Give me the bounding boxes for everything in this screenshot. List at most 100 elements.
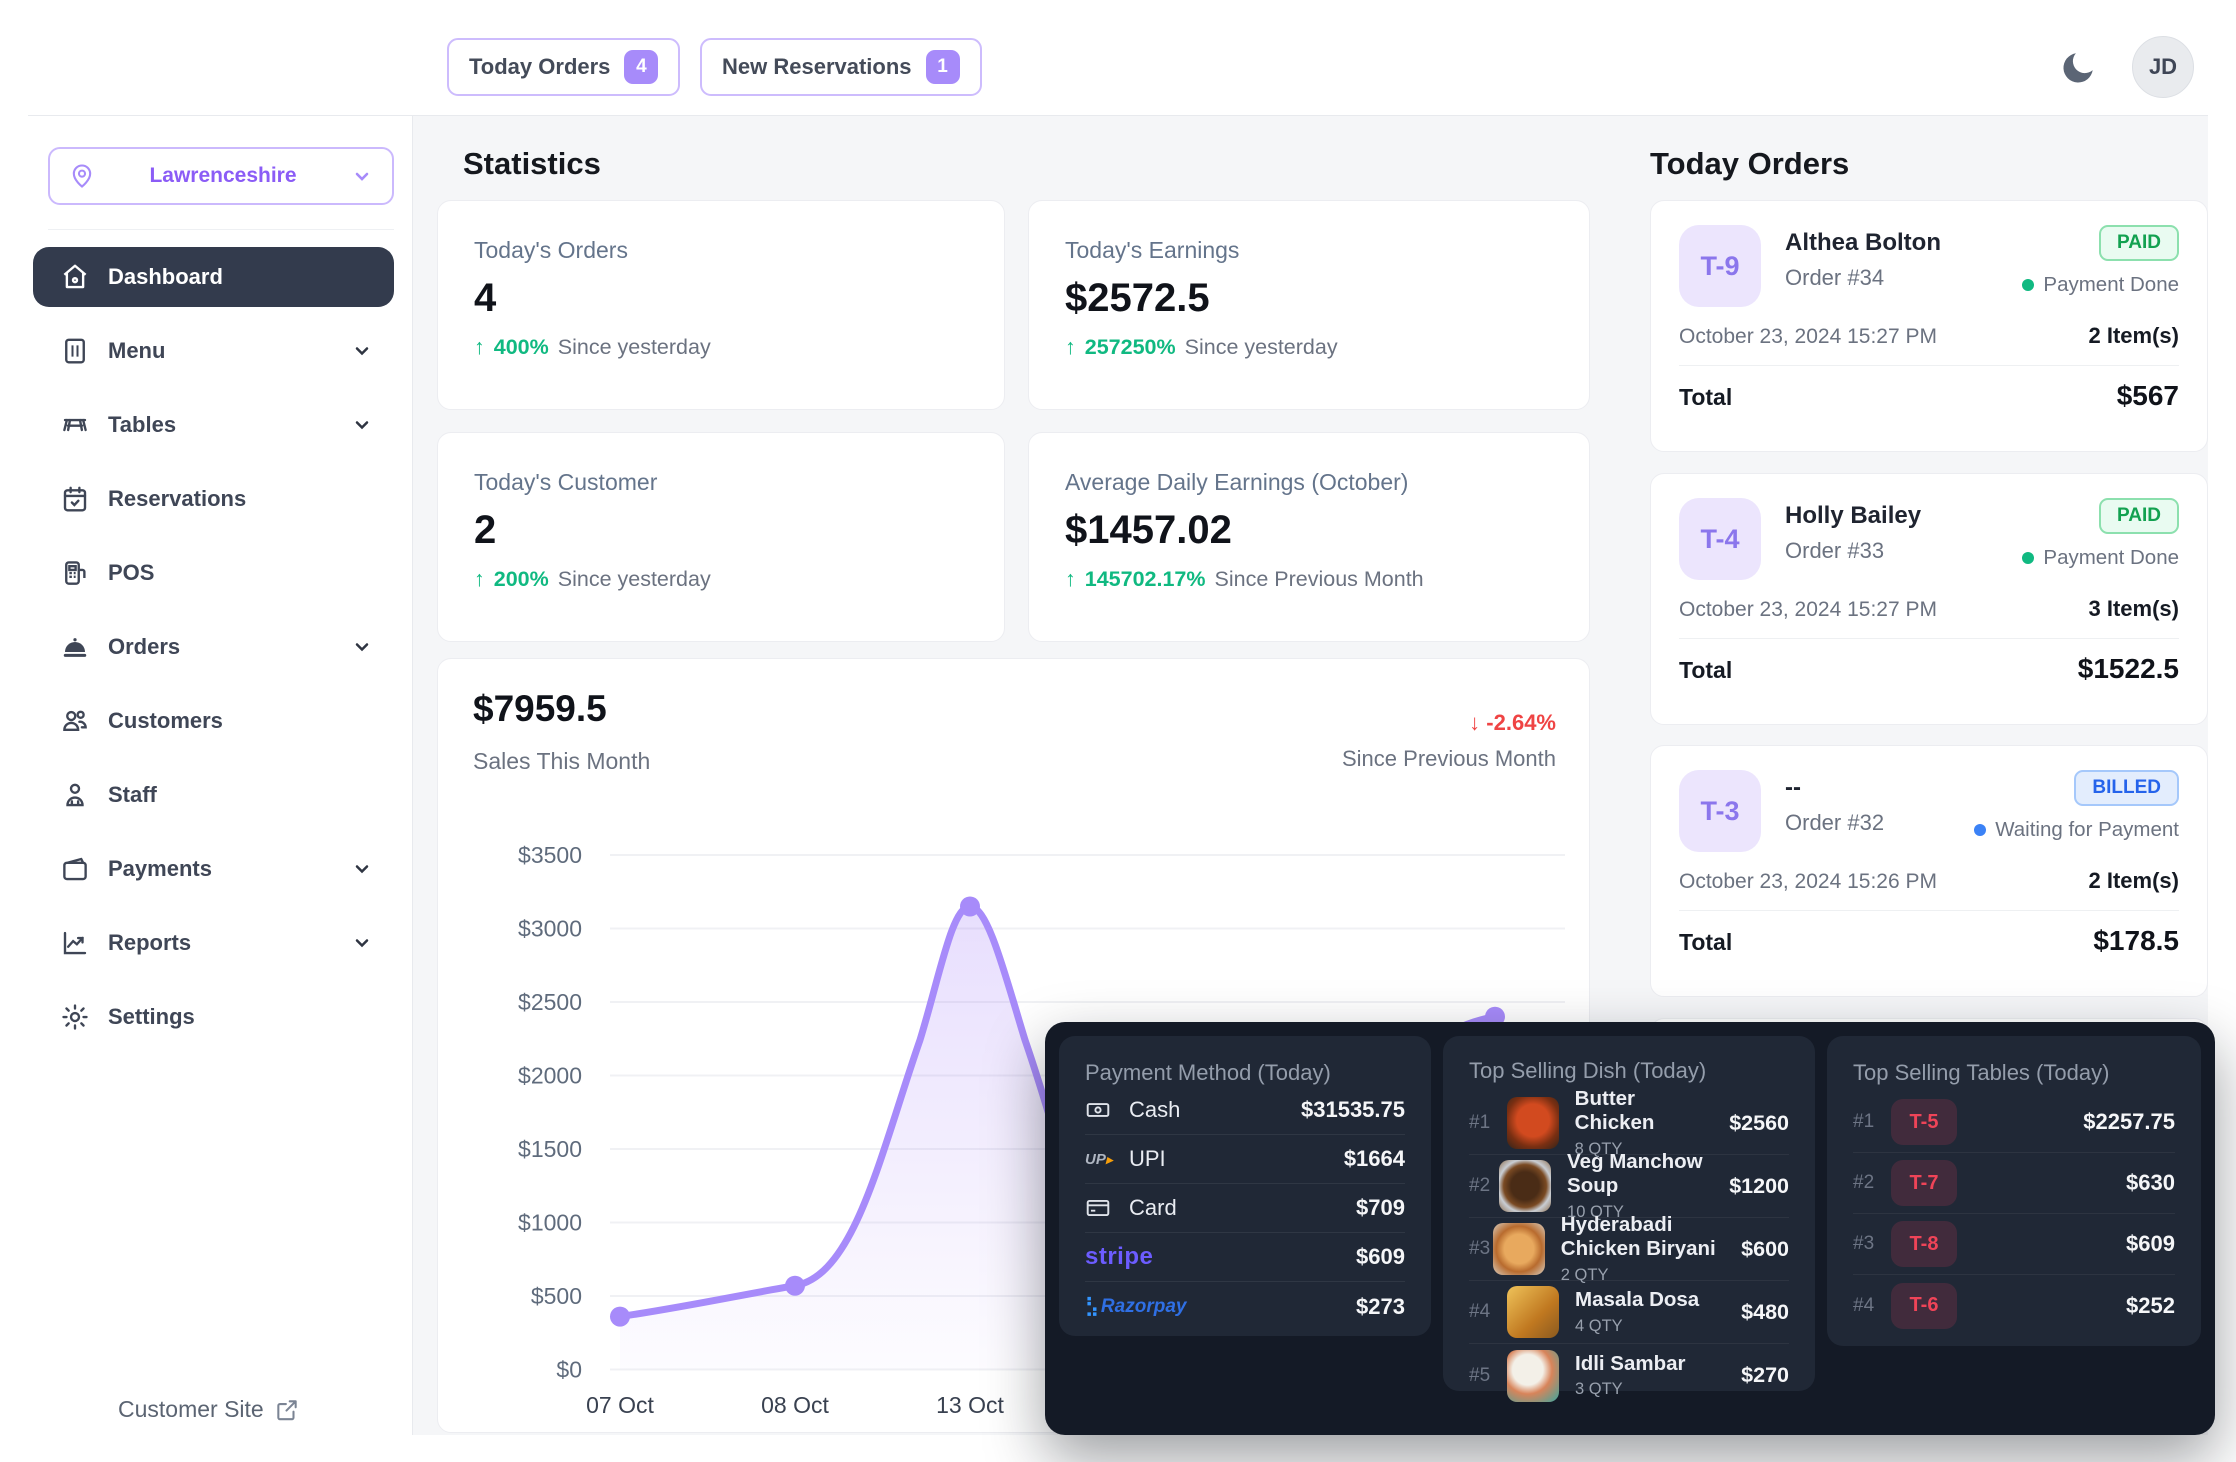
sidebar-item-reservations[interactable]: Reservations: [33, 469, 394, 529]
order-date: October 23, 2024 15:26 PM: [1679, 870, 1937, 893]
stat-title: Today's Customer: [474, 469, 658, 495]
table-badge: T-9: [1679, 225, 1761, 307]
status-badge: PAID: [2099, 225, 2179, 261]
menu-book-icon: [60, 336, 90, 366]
sidebar-item-settings[interactable]: Settings: [33, 987, 394, 1047]
avatar[interactable]: JD: [2132, 36, 2194, 98]
order-items-count: 2 Item(s): [2088, 323, 2179, 348]
pos-terminal-icon: [60, 558, 90, 588]
order-date: October 23, 2024 15:27 PM: [1679, 325, 1937, 348]
top-selling-dish-panel: Top Selling Dish (Today) #1 Butter Chick…: [1443, 1036, 1815, 1402]
payment-method-label: Card: [1129, 1195, 1177, 1220]
cloche-icon: [60, 632, 90, 662]
avatar-initials: JD: [2148, 54, 2178, 79]
sidebar-item-menu[interactable]: Menu: [33, 321, 394, 381]
total-label: Total: [1679, 384, 1733, 410]
sidebar-item-customers[interactable]: Customers: [33, 691, 394, 751]
sidebar-item-pos[interactable]: POS: [33, 543, 394, 603]
order-card[interactable]: T-4 Holly Bailey Order #33 PAID Payment …: [1650, 473, 2208, 725]
dish-thumbnail: [1492, 1223, 1545, 1275]
chart-data-points[interactable]: [610, 896, 1505, 1327]
table-amount: $609: [2126, 1231, 2175, 1256]
table-pill: T-5: [1891, 1099, 1957, 1145]
dish-qty: 8 QTY: [1574, 1139, 1623, 1158]
dish-row: #2 Veg Manchow Soup 10 QTY $1200: [1469, 1150, 1789, 1221]
total-label: Total: [1679, 929, 1733, 955]
dish-amount: $2560: [1729, 1110, 1789, 1135]
upi-logo: UP▸: [1085, 1150, 1113, 1168]
sidebar-item-label: Dashboard: [108, 264, 223, 289]
sidebar-item-dashboard[interactable]: Dashboard: [33, 247, 394, 307]
down-arrow-icon: ↓: [1469, 710, 1481, 735]
gear-icon: [60, 1002, 90, 1032]
order-card[interactable]: T-9 Althea Bolton Order #34 PAID Payment…: [1650, 200, 2208, 452]
sidebar-item-reports[interactable]: Reports: [33, 913, 394, 973]
dish-qty: 10 QTY: [1567, 1202, 1624, 1221]
stat-delta-pct: 400%: [493, 335, 549, 359]
dish-qty: 4 QTY: [1575, 1316, 1623, 1335]
order-number: Order #32: [1785, 810, 1885, 835]
sales-change-pct: -2.64%: [1486, 710, 1556, 735]
dish-qty: 2 QTY: [1560, 1265, 1609, 1284]
sidebar-item-payments[interactable]: Payments: [33, 839, 394, 899]
svg-text:07 Oct: 07 Oct: [586, 1392, 654, 1418]
total-amount: $178.5: [2093, 925, 2179, 956]
x-axis-labels: 07 Oct 08 Oct 13 Oct: [586, 1392, 1004, 1418]
table-sales-row: #3 T-8 $609: [1853, 1214, 2175, 1275]
status-badge: BILLED: [2074, 770, 2179, 806]
stat-delta-note: Since yesterday: [557, 335, 711, 359]
table-amount: $630: [2126, 1170, 2175, 1195]
payment-amount: $273: [1356, 1293, 1405, 1319]
dish-thumbnail: [1507, 1349, 1559, 1402]
dish-qty: 3 QTY: [1575, 1380, 1623, 1399]
sidebar-item-staff[interactable]: Staff: [33, 765, 394, 825]
today-orders-heading: Today Orders: [1650, 146, 1850, 181]
sidebar-item-tables[interactable]: Tables: [33, 395, 394, 455]
order-card[interactable]: T-3 -- Order #32 BILLED Waiting for Paym…: [1650, 745, 2208, 997]
table-badge: T-4: [1679, 498, 1761, 580]
dish-rank: #1: [1469, 1112, 1491, 1133]
sidebar-item-orders[interactable]: Orders: [33, 617, 394, 677]
location-selector[interactable]: Lawrenceshire: [48, 147, 394, 205]
payment-row: stripe $609: [1085, 1233, 1405, 1282]
dish-name: Butter Chicken: [1574, 1087, 1655, 1134]
customer-site-link[interactable]: Customer Site: [118, 1396, 300, 1423]
tables-panel-title: Top Selling Tables (Today): [1853, 1060, 2110, 1085]
payment-amount: $31535.75: [1301, 1097, 1405, 1122]
chevron-down-icon: [352, 637, 372, 657]
up-arrow-icon: ↑: [1065, 335, 1076, 359]
dish-row: #4 Masala Dosa 4 QTY $480: [1469, 1281, 1789, 1344]
customer-site-label: Customer Site: [118, 1396, 264, 1422]
today-orders-button[interactable]: Today Orders 4: [447, 38, 681, 96]
order-items-count: 2 Item(s): [2088, 868, 2179, 893]
moon-icon[interactable]: [2057, 47, 2099, 89]
chevron-down-icon: [352, 415, 372, 435]
svg-text:$2500: $2500: [518, 989, 582, 1015]
payment-row: Cash $31535.75: [1085, 1086, 1405, 1135]
sidebar-item-label: Tables: [108, 412, 177, 437]
location-pin-icon: [68, 162, 96, 190]
table-sales-row: #1 T-5 $2257.75: [1853, 1092, 2175, 1153]
stat-delta-pct: 145702.17%: [1084, 567, 1206, 591]
new-reservations-button[interactable]: New Reservations 1: [700, 38, 982, 96]
svg-text:$2000: $2000: [518, 1063, 582, 1089]
svg-text:$1000: $1000: [518, 1210, 582, 1236]
stat-value: $2572.5: [1065, 276, 1210, 320]
customer-name: Althea Bolton: [1785, 229, 1941, 256]
table-rank: #3: [1853, 1233, 1875, 1254]
up-arrow-icon: ↑: [474, 567, 485, 591]
table-amount: $252: [2126, 1292, 2175, 1318]
table-sales-row: #4 T-6 $252: [1853, 1275, 2175, 1336]
payment-amount: $709: [1356, 1195, 1405, 1220]
location-chevron-down-icon: [350, 164, 374, 188]
dish-name: Masala Dosa: [1575, 1288, 1700, 1312]
order-card-divider: [1679, 910, 2179, 911]
chevron-down-icon: [352, 859, 372, 879]
credit-card-icon: [1085, 1195, 1129, 1221]
chevron-down-icon: [352, 341, 372, 361]
up-arrow-icon: ↑: [474, 335, 485, 359]
dish-panel-title: Top Selling Dish (Today): [1469, 1058, 1707, 1083]
status-badge: PAID: [2099, 498, 2179, 534]
sidebar-item-label: Payments: [108, 856, 212, 881]
order-date: October 23, 2024 15:27 PM: [1679, 598, 1937, 621]
